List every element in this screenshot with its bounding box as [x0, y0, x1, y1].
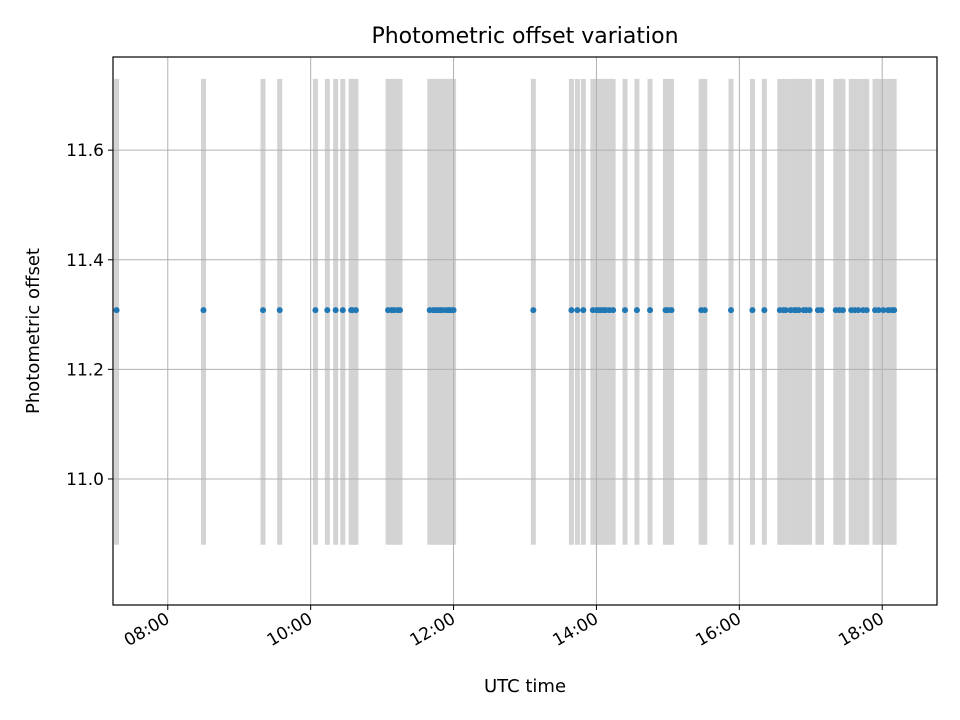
data-point — [324, 307, 331, 314]
y-tick-label: 11.6 — [66, 141, 104, 161]
data-point — [450, 307, 457, 314]
data-point — [795, 307, 802, 314]
data-point — [530, 307, 537, 314]
data-point — [610, 307, 617, 314]
data-point — [352, 307, 359, 314]
grid-lines — [113, 57, 937, 605]
data-point — [701, 307, 708, 314]
y-axis-ticks: 11.0 11.2 11.4 11.6 — [66, 141, 113, 490]
data-point — [749, 307, 756, 314]
data-point — [863, 307, 870, 314]
data-point — [818, 307, 825, 314]
data-point — [839, 307, 846, 314]
data-point — [875, 307, 882, 314]
data-point — [782, 307, 789, 314]
data-point — [728, 307, 734, 314]
y-tick-label: 11.2 — [66, 360, 104, 380]
data-point — [761, 307, 768, 314]
data-point — [276, 307, 283, 314]
data-point — [332, 307, 339, 314]
x-axis-label: UTC time — [484, 676, 566, 697]
plot-frame — [112, 56, 938, 606]
y-axis-label: Photometric offset — [23, 248, 44, 414]
chart-title: Photometric offset variation — [371, 24, 678, 49]
data-point — [396, 307, 403, 314]
data-point — [113, 307, 120, 314]
data-point — [668, 307, 675, 314]
data-point — [633, 307, 640, 314]
data-point — [260, 307, 267, 314]
data-point — [880, 307, 887, 314]
data-point — [806, 307, 813, 314]
y-tick-label: 11.0 — [66, 470, 104, 490]
data-point — [891, 307, 898, 314]
data-point — [855, 307, 862, 314]
data-point — [568, 307, 575, 314]
data-point — [312, 307, 319, 314]
data-point — [339, 307, 346, 314]
data-point — [574, 307, 581, 314]
data-point — [647, 307, 654, 314]
data-point — [200, 307, 207, 314]
data-points — [113, 307, 898, 314]
y-tick-label: 11.4 — [66, 251, 104, 271]
data-point — [622, 307, 629, 314]
data-point — [580, 307, 587, 314]
